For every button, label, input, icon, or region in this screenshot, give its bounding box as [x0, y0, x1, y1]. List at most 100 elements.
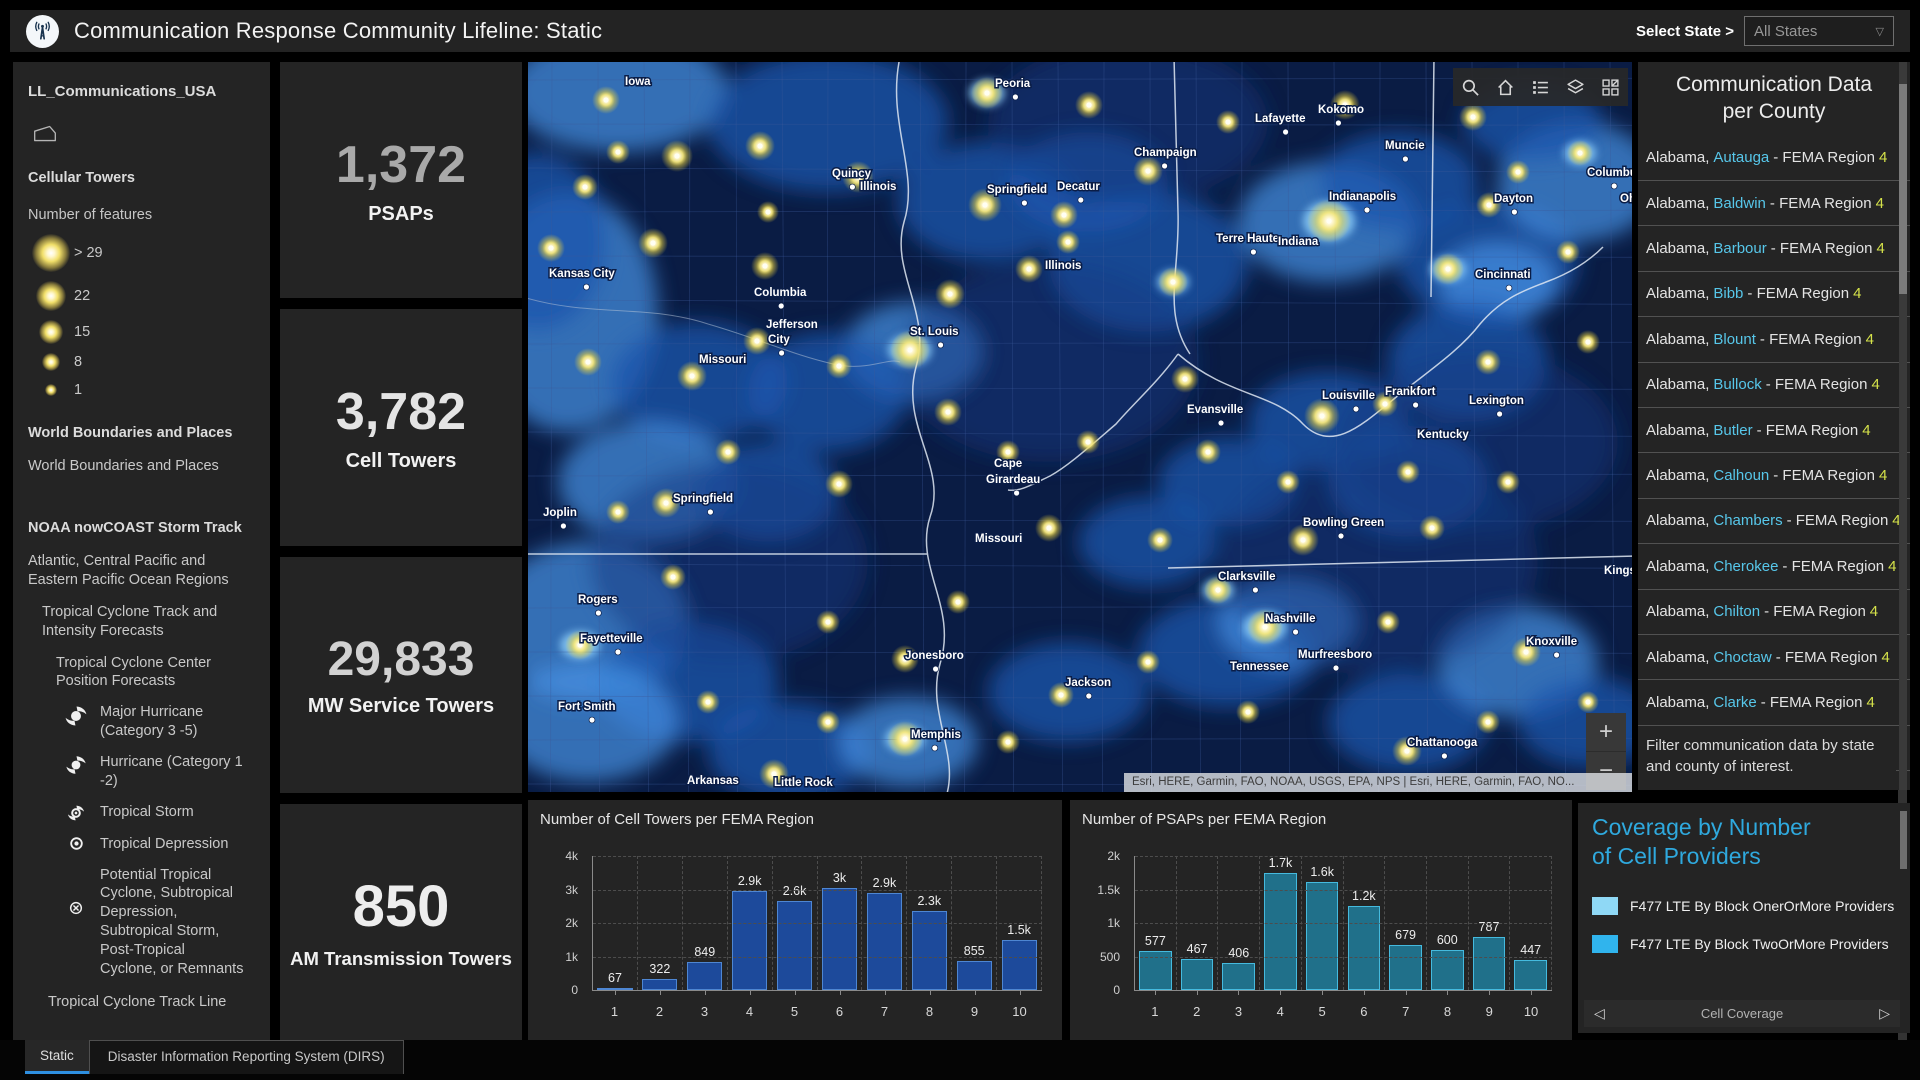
state-dropdown-value: All States	[1754, 22, 1818, 40]
tropical-depression-icon	[62, 835, 90, 852]
svg-text:Peoria: Peoria	[995, 78, 1031, 90]
svg-text:Lexington: Lexington	[1469, 395, 1524, 407]
coverage-scrollbar-thumb[interactable]	[1900, 811, 1907, 869]
county-row[interactable]: Alabama, Calhoun - FEMA Region 4	[1638, 453, 1910, 499]
county-scrollbar-thumb[interactable]	[1899, 84, 1907, 294]
tower-size-legend: > 29 22 15 8 1	[28, 234, 244, 400]
county-row[interactable]: Alabama, Chambers - FEMA Region 4	[1638, 499, 1910, 545]
tab-static[interactable]: Static	[25, 1040, 89, 1074]
bar-region-10[interactable]	[1001, 939, 1037, 990]
track-intensity-label: Tropical Cyclone Track and Intensity For…	[42, 603, 218, 639]
svg-text:Fayetteville: Fayetteville	[580, 633, 643, 645]
cell-towers-bar-chart: 4k 3k 2k 1k 0 67 322 849 2.9k 2.6k 3k 2.9k 2.3k 855 1…	[540, 849, 1046, 1024]
svg-text:Jonesboro: Jonesboro	[905, 650, 964, 662]
bar-region-7[interactable]	[866, 892, 902, 990]
bar-region-3[interactable]	[1222, 962, 1256, 990]
track-line-label: Tropical Cyclone Track Line	[48, 993, 227, 1010]
zoom-in-button[interactable]: +	[1586, 713, 1626, 751]
hurricane-icon	[62, 753, 90, 777]
svg-text:Frankfort: Frankfort	[1385, 386, 1436, 398]
bar-region-5[interactable]	[1305, 882, 1339, 990]
legend-swatch-blue	[1592, 934, 1618, 953]
svg-text:Kingsport: Kingsport	[1604, 565, 1632, 577]
svg-text:Murfreesboro: Murfreesboro	[1298, 649, 1372, 661]
home-icon[interactable]	[1488, 68, 1523, 106]
svg-text:Kentucky: Kentucky	[1417, 429, 1469, 441]
bar-region-2[interactable]	[1180, 958, 1214, 990]
bar-region-4[interactable]	[1264, 873, 1297, 990]
svg-text:Columbus: Columbus	[1587, 167, 1632, 179]
cellular-towers-heading: Cellular Towers	[28, 170, 135, 187]
world-boundaries-sublabel: World Boundaries and Places	[28, 457, 219, 474]
svg-text:Jefferson: Jefferson	[766, 319, 818, 331]
bar-region-9[interactable]	[1472, 937, 1506, 990]
county-row[interactable]: Alabama, Autauga - FEMA Region 4	[1638, 136, 1910, 181]
county-row[interactable]: Alabama, Bullock - FEMA Region 4	[1638, 363, 1910, 408]
pager-prev-icon[interactable]: ◁	[1594, 1005, 1605, 1021]
pager-next-icon[interactable]: ▷	[1879, 1005, 1890, 1021]
county-row[interactable]: Alabama, Blount - FEMA Region 4	[1638, 317, 1910, 363]
legend-item-hurricane: Hurricane (Category 1 -2)	[62, 753, 244, 791]
layers-icon[interactable]	[1558, 68, 1593, 106]
y-axis: 2k 1.5k 1k 500 0	[1097, 849, 1120, 997]
svg-text:Evansville: Evansville	[1187, 404, 1243, 416]
county-row[interactable]: Alabama, Choctaw - FEMA Region 4	[1638, 635, 1910, 681]
stat-cards-column: 1,372 PSAPs 3,782 Cell Towers 29,833 MW …	[280, 62, 522, 1040]
stat-card-mw-towers: 29,833 MW Service Towers	[280, 556, 522, 793]
svg-text:Louisville: Louisville	[1322, 390, 1375, 402]
bar-region-5[interactable]	[777, 901, 813, 990]
mw-towers-value: 29,833	[327, 632, 475, 686]
search-icon[interactable]	[1453, 68, 1488, 106]
tower-glow-dot	[45, 384, 57, 397]
svg-text:Indiana: Indiana	[1278, 236, 1319, 248]
bar-region-7[interactable]	[1389, 944, 1422, 990]
tower-glow-dot	[32, 234, 70, 273]
county-row[interactable]: Alabama, Cherokee - FEMA Region 4	[1638, 544, 1910, 590]
legend-item-tropical-storm: Tropical Storm	[62, 803, 244, 823]
svg-text:Champaign: Champaign	[1134, 147, 1197, 159]
county-row[interactable]: Alabama, Clarke - FEMA Region 4	[1638, 680, 1910, 726]
legend-swatch-light-blue	[1592, 896, 1618, 915]
basemap-icon[interactable]	[1593, 68, 1628, 106]
map-canvas[interactable]: Iowa Peoria Kokomo Lafayette Muncie Champaign…	[528, 62, 1632, 792]
broadcast-tower-logo-icon	[26, 14, 59, 48]
county-row[interactable]: Alabama, Butler - FEMA Region 4	[1638, 408, 1910, 454]
cell-towers-value: 3,782	[335, 382, 467, 441]
bar-region-1[interactable]	[597, 987, 633, 990]
bar-region-6[interactable]	[1347, 905, 1381, 990]
y-axis: 4k 3k 2k 1k 0	[565, 849, 578, 997]
svg-text:Terre Haute: Terre Haute	[1216, 233, 1279, 245]
bar-region-2[interactable]	[642, 979, 678, 990]
legend-icon[interactable]	[1523, 68, 1558, 106]
bar-region-1[interactable]	[1139, 951, 1172, 990]
svg-text:Springfield: Springfield	[987, 184, 1047, 196]
bar-region-8[interactable]	[911, 911, 947, 990]
coverage-title: Coverage by Number of Cell Providers	[1592, 814, 1811, 870]
county-row[interactable]: Alabama, Bibb - FEMA Region 4	[1638, 272, 1910, 318]
mw-towers-label: MW Service Towers	[307, 694, 495, 717]
bar-region-3[interactable]	[687, 961, 723, 990]
x-axis: 1 2 3 4 5 6 7 8 9 10	[592, 990, 1042, 1019]
county-panel-title: Communication Data per County	[1675, 73, 1873, 124]
tab-dirs[interactable]: Disaster Information Reporting System (D…	[88, 1040, 404, 1074]
noaa-region-label: Atlantic, Central Pacific and Eastern Pa…	[28, 553, 229, 589]
svg-text:Illinois: Illinois	[860, 181, 896, 193]
county-row[interactable]: Alabama, Baldwin - FEMA Region 4	[1638, 181, 1910, 227]
state-dropdown[interactable]: All States ▽	[1744, 16, 1894, 46]
legend-item-potential-cyclone: Potential Tropical Cyclone, Subtropical …	[62, 866, 244, 979]
county-row[interactable]: Alabama, Chilton - FEMA Region 4	[1638, 590, 1910, 635]
county-row[interactable]: Alabama, Barbour - FEMA Region 4	[1638, 226, 1910, 272]
page-title: Communication Response Community Lifelin…	[74, 18, 603, 43]
bar-region-9[interactable]	[956, 961, 992, 990]
am-towers-label: AM Transmission Towers	[290, 948, 512, 970]
bar-region-4[interactable]	[732, 891, 768, 990]
svg-text:Iowa: Iowa	[625, 76, 651, 88]
county-data-panel: Communication Data per County Alabama, Au…	[1638, 62, 1910, 790]
bar-region-10[interactable]	[1514, 960, 1547, 990]
bar-region-6[interactable]	[821, 887, 858, 990]
county-scrollbar-track[interactable]	[1899, 62, 1907, 790]
tab-bar: Static Disaster Information Reporting Sy…	[0, 1040, 1920, 1080]
noaa-storm-track-heading: NOAA nowCOAST Storm Track	[28, 520, 242, 537]
legend-sidebar[interactable]: LL_Communications_USA Cellular Towers Nu…	[13, 62, 270, 1040]
